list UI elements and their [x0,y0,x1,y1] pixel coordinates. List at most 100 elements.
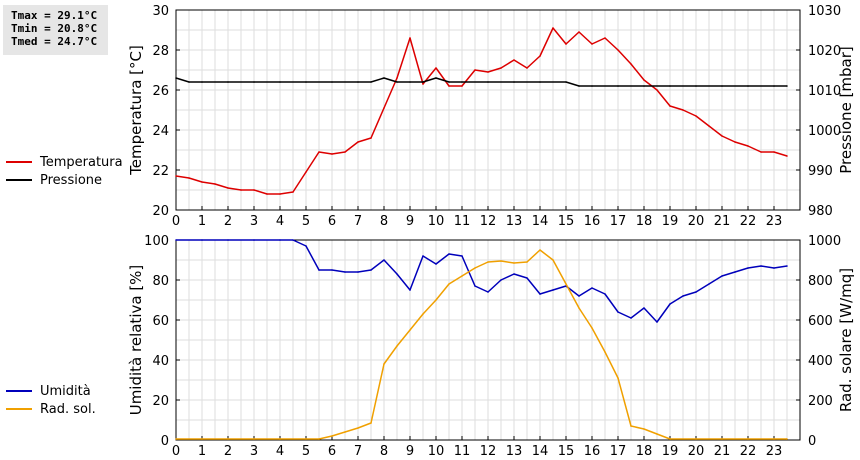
chart2-series-point-0 [344,271,346,273]
chart2-series-point-0 [370,269,372,271]
chart2-series-point-1 [227,438,229,440]
chart2-x-tick-label: 13 [506,444,523,459]
chart2-series-point-1 [617,377,619,379]
chart2-y-left-label: Umidità relativa [%] [127,265,145,416]
chart1-series-point-0 [604,37,606,39]
chart1-series-point-0 [175,175,177,177]
chart2-x-tick-label: 15 [558,444,575,459]
legend-label-humidity: Umidità [40,383,91,399]
chart2-series-point-1 [357,427,359,429]
chart1-series-point-0 [344,151,346,153]
chart2-series-point-0 [526,277,528,279]
chart2-series-point-0 [422,255,424,257]
chart2-series-point-1 [669,438,671,440]
chart1-series-point-1 [747,85,749,87]
chart1-series-point-0 [253,189,255,191]
chart1-series-point-0 [773,151,775,153]
chart1-series-point-0 [760,151,762,153]
chart2-series-point-1 [461,275,463,277]
chart2-series-point-1 [552,259,554,261]
chart2-series-point-0 [435,263,437,265]
chart2-series-point-0 [760,265,762,267]
chart1-x-tick-label: 17 [610,214,627,229]
chart1-series-point-0 [331,153,333,155]
chart1-series-point-1 [539,81,541,83]
chart1-series-point-0 [708,125,710,127]
chart2-series-point-1 [409,329,411,331]
chart2-y-right-tick-label: 200 [808,394,833,409]
chart1-series-point-0 [370,137,372,139]
chart1-series-point-0 [227,187,229,189]
chart2-y-left-tick-label: 20 [152,394,169,409]
chart1-x-tick-label: 10 [428,214,445,229]
chart2-x-tick-label: 9 [406,444,414,459]
chart2-y-right-tick-label: 400 [808,354,833,369]
chart1-series-point-1 [721,85,723,87]
chart2-x-tick-label: 17 [610,444,627,459]
chart2-series-point-1 [435,299,437,301]
chart1-series-point-1 [227,81,229,83]
chart2-series-point-0 [331,269,333,271]
chart1-x-tick-label: 3 [250,214,258,229]
chart1-series-point-0 [201,181,203,183]
chart2-x-tick-label: 19 [662,444,679,459]
chart2-series-point-0 [318,269,320,271]
chart2-series-point-1 [487,261,489,263]
chart2-series-point-1 [786,438,788,440]
chart2-series-point-0 [604,293,606,295]
chart1-y-right-tick-label: 980 [808,204,833,219]
chart1-series-point-1 [201,81,203,83]
chart1-series-line-1 [175,77,787,87]
chart2-x-tick-label: 21 [714,444,731,459]
chart2-series-point-0 [487,291,489,293]
chart2-x-tick-label: 2 [224,444,232,459]
chart1-y-right-tick-label: 1010 [808,84,841,99]
chart1-x-tick-label: 8 [380,214,388,229]
chart1-series-point-0 [383,107,385,109]
chart1-series-point-0 [279,193,281,195]
chart1-series-point-0 [318,151,320,153]
legend-label-temperature: Temperatura [40,154,123,170]
chart2-x-tick-label: 8 [380,444,388,459]
chart1-y-right-tick-label: 1020 [808,44,841,59]
chart1-x-tick-label: 19 [662,214,679,229]
chart1-x-tick-label: 20 [688,214,705,229]
chart2-series-point-0 [292,239,294,241]
chart1-series-point-1 [357,81,359,83]
chart2-series-point-1 [513,262,515,264]
chart1-x-tick-label: 0 [172,214,180,229]
chart1-series-point-1 [422,81,424,83]
chart1-series-point-0 [292,191,294,193]
chart1-series-point-1 [669,85,671,87]
chart1-series-point-0 [721,135,723,137]
chart1-series-point-0 [409,37,411,39]
chart2-y-left-tick-label: 0 [161,434,169,449]
legend-swatch-radiation [6,408,32,410]
chart1-series-point-1 [578,85,580,87]
chart2-series-point-1 [578,307,580,309]
chart2-series-point-1 [526,261,528,263]
chart1-x-tick-label: 14 [532,214,549,229]
stat-tmax: Tmax = 29.1°C [11,9,98,22]
chart1-series-point-1 [305,81,307,83]
chart2-x-tick-label: 7 [354,444,362,459]
chart2-y-right-label: Rad. solare [W/mq] [837,268,855,412]
chart1-x-tick-label: 1 [198,214,206,229]
chart2-series-point-1 [448,283,450,285]
chart1-series-point-0 [656,89,658,91]
chart1-series-point-1 [253,81,255,83]
chart1-series-point-0 [396,77,398,79]
chart2-series-point-0 [721,275,723,277]
chart2-series-point-0 [656,321,658,323]
chart2-series-point-1 [721,438,723,440]
chart1-x-tick-label: 16 [584,214,601,229]
chart1-series-point-0 [240,189,242,191]
chart1-y-left-tick-label: 24 [152,124,169,139]
chart2-series-point-1 [747,438,749,440]
chart2-x-tick-label: 14 [532,444,549,459]
chart1-x-tick-label: 21 [714,214,731,229]
chart1-y-right-tick-label: 990 [808,164,833,179]
chart1-series-point-0 [305,171,307,173]
chart1-series-point-1 [448,81,450,83]
chart1-series-point-0 [591,43,593,45]
